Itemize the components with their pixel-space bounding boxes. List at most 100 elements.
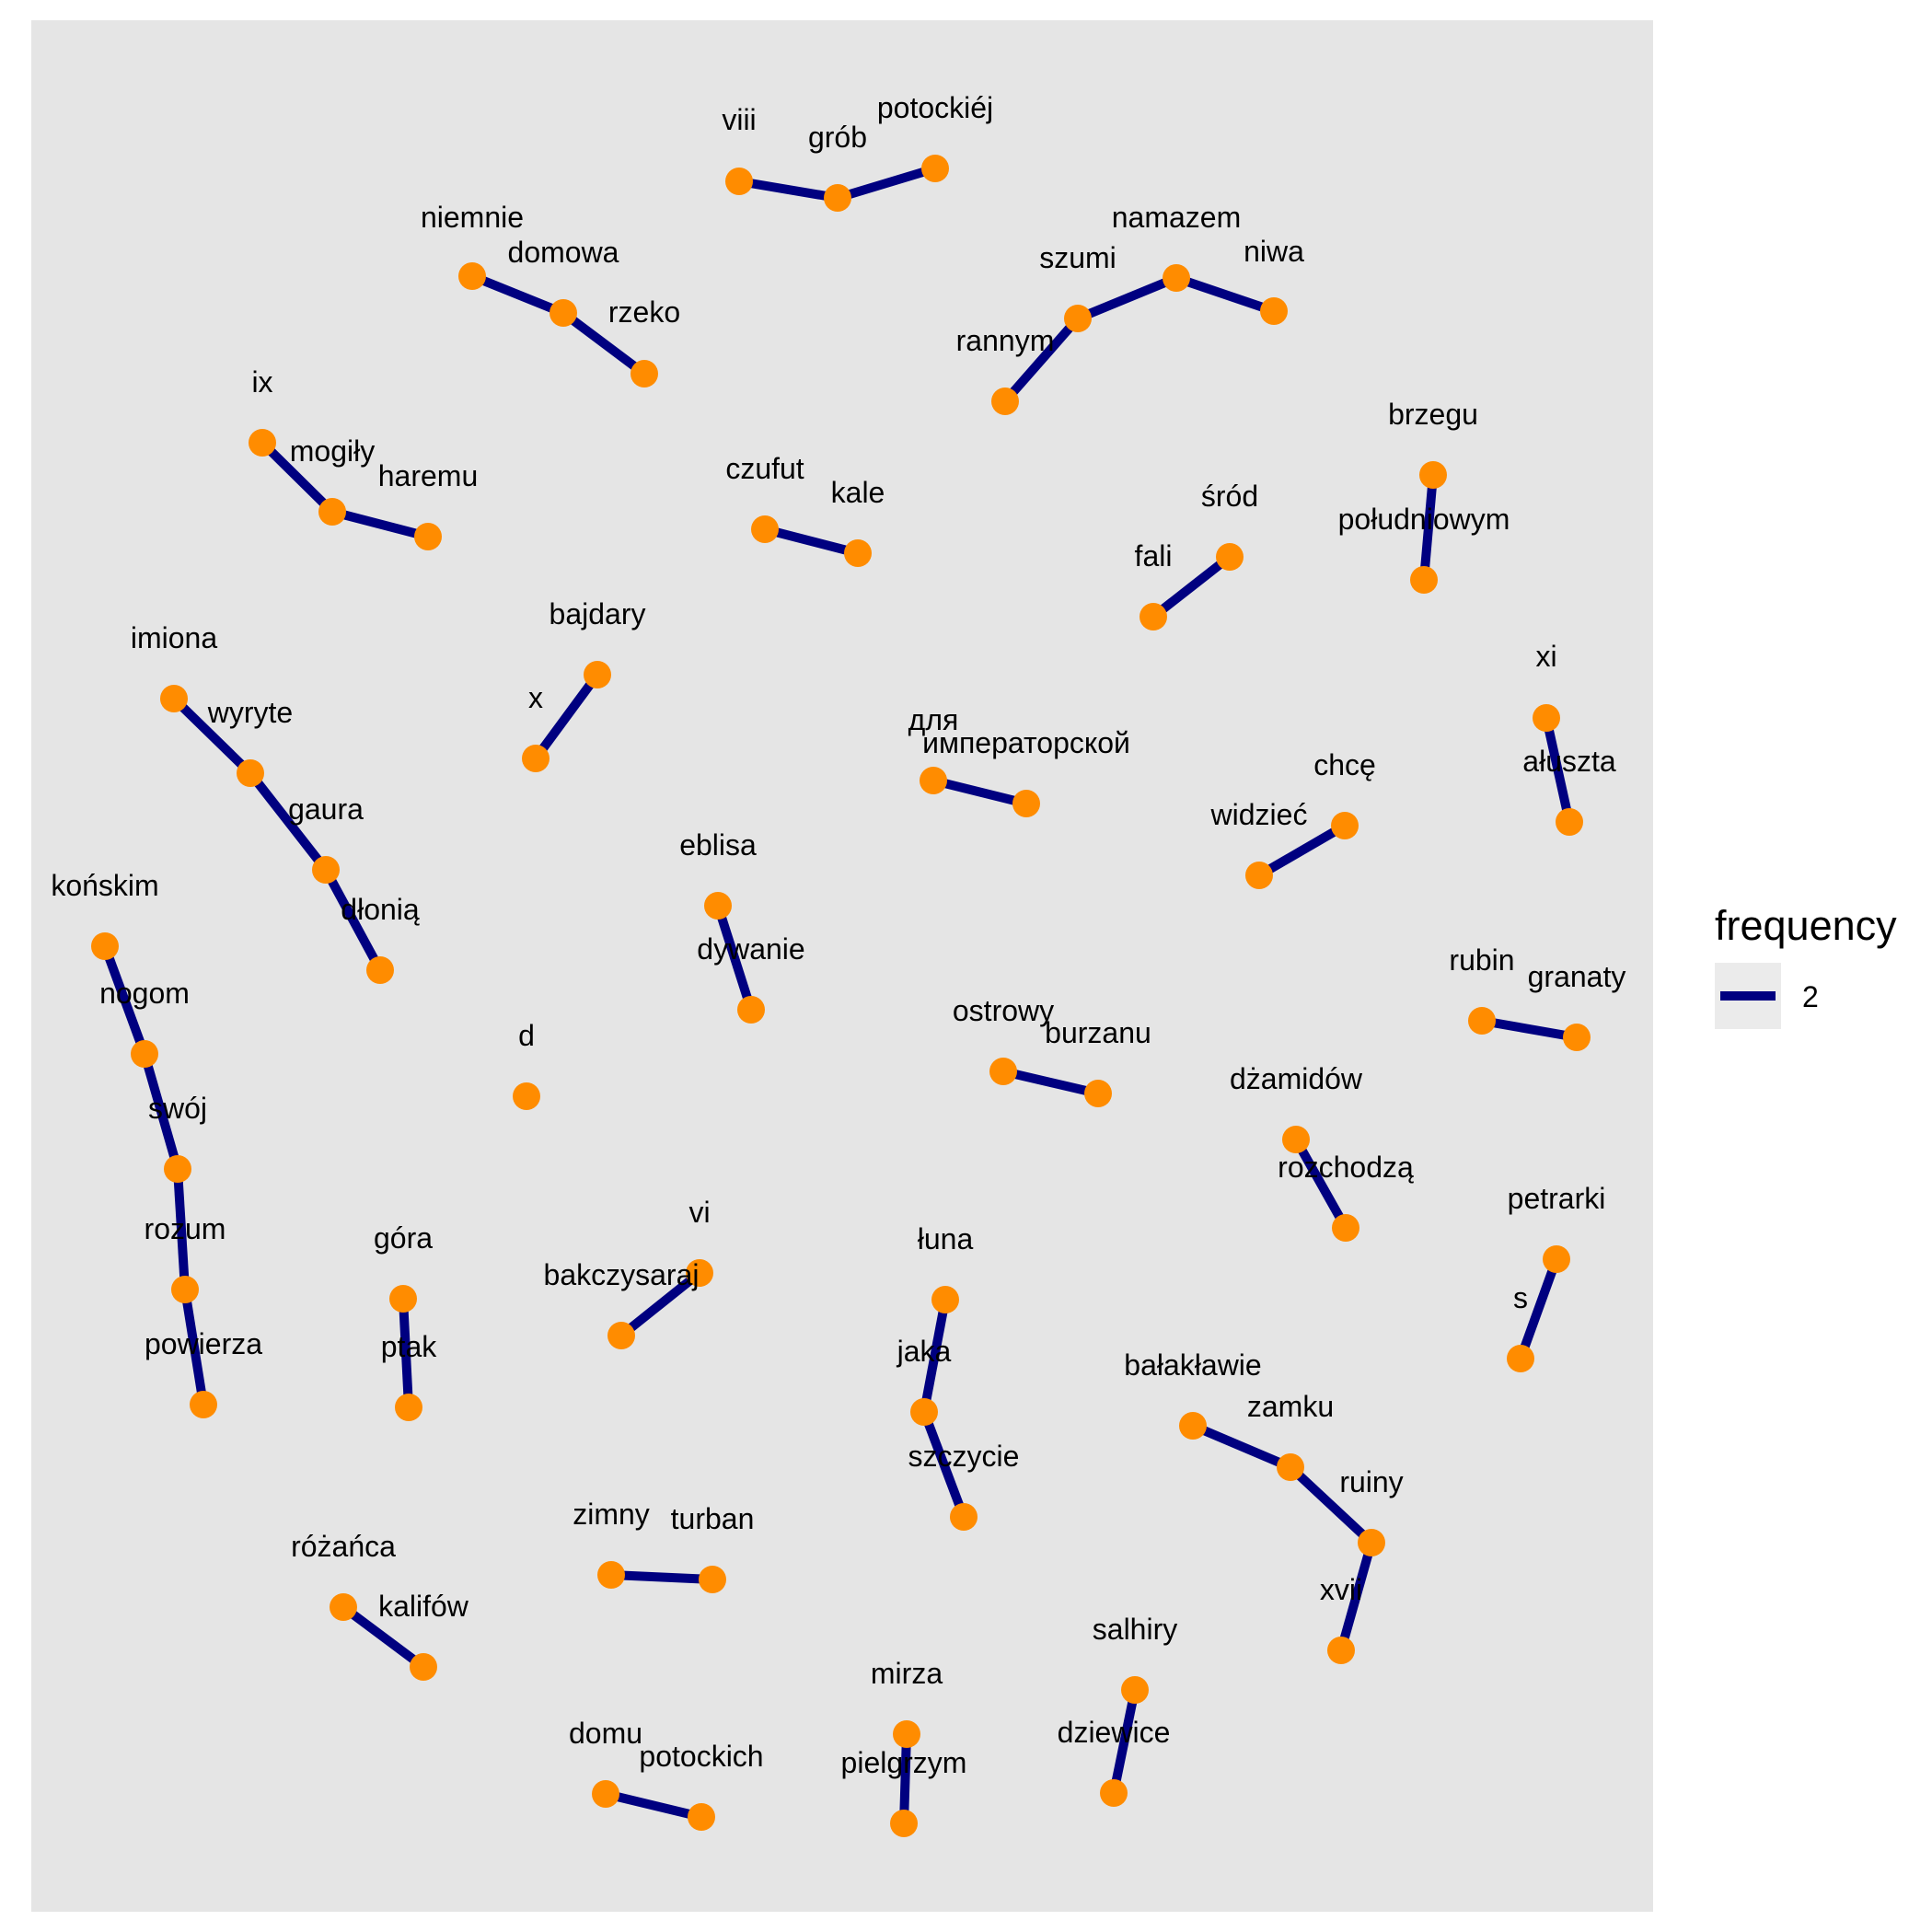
node-label: niemnie xyxy=(421,201,524,234)
node-label: pielgrzym xyxy=(841,1746,967,1779)
node-label: jaka xyxy=(897,1335,952,1368)
graph-node xyxy=(1468,1007,1496,1035)
node-label: vi xyxy=(688,1196,710,1229)
graph-edge xyxy=(1287,1463,1375,1546)
graph-node xyxy=(410,1653,437,1681)
graph-edge xyxy=(1001,315,1082,405)
graph-edge xyxy=(920,1410,968,1519)
graph-edge xyxy=(1256,821,1348,880)
graph-node xyxy=(921,155,949,182)
graph-node xyxy=(1012,790,1040,817)
node-label: для xyxy=(908,703,959,736)
graph-edge xyxy=(180,1289,208,1406)
graph-node xyxy=(1100,1779,1128,1807)
graph-node xyxy=(699,1566,726,1593)
graph-node xyxy=(1331,812,1359,839)
graph-edge xyxy=(604,1789,703,1822)
graph-node xyxy=(931,1286,959,1313)
graph-edge xyxy=(738,177,839,202)
graph-node xyxy=(389,1285,417,1313)
node-label: gaura xyxy=(288,792,364,826)
graph-edge xyxy=(920,1299,950,1413)
node-label: domu xyxy=(569,1717,642,1750)
node-label: bałakławie xyxy=(1124,1348,1261,1382)
node-label: ptak xyxy=(381,1330,437,1363)
graph-node xyxy=(366,956,394,984)
node-label: południowym xyxy=(1338,503,1510,536)
graph-edge xyxy=(1542,716,1574,824)
graph-node xyxy=(686,1259,713,1287)
node-label: nogom xyxy=(99,977,190,1010)
graph-node xyxy=(1556,808,1583,836)
graph-edge xyxy=(1291,1137,1350,1231)
node-label: kalifów xyxy=(378,1590,469,1623)
graph-edge xyxy=(140,1052,182,1171)
node-label: brzegu xyxy=(1388,398,1478,431)
node-label: haremu xyxy=(378,459,479,492)
graph-node xyxy=(1163,264,1190,292)
graph-edge xyxy=(1419,474,1438,581)
node-label: domowa xyxy=(508,236,619,269)
node-label: d xyxy=(518,1019,535,1052)
graph-edge xyxy=(931,776,1028,808)
node-label: x xyxy=(528,681,543,714)
graph-node xyxy=(312,856,340,884)
node-label: imiona xyxy=(131,621,217,654)
graph-node xyxy=(950,1503,978,1531)
node-label: powierza xyxy=(145,1327,262,1360)
legend-title: frequency xyxy=(1715,902,1897,949)
graph-node xyxy=(597,1561,625,1589)
graph-edge xyxy=(259,439,336,515)
node-label: grób xyxy=(808,121,867,154)
graph-edge xyxy=(173,1168,190,1290)
node-label: dłonią xyxy=(341,893,420,926)
node-label: śród xyxy=(1201,480,1258,513)
node-label: ałuszta xyxy=(1522,745,1616,778)
graph-node xyxy=(751,515,779,543)
graph-node xyxy=(1543,1245,1570,1273)
graph-node xyxy=(893,1720,920,1748)
graph-node xyxy=(131,1040,158,1068)
node-label: rubin xyxy=(1449,943,1514,977)
graph-node xyxy=(824,184,851,212)
graph-node xyxy=(164,1155,191,1183)
node-label: fali xyxy=(1135,539,1173,573)
graph-edge xyxy=(836,164,937,202)
graph-node xyxy=(513,1082,540,1110)
node-label: szumi xyxy=(1039,241,1116,274)
node-label: zimny xyxy=(573,1498,650,1531)
graph-node xyxy=(171,1276,199,1303)
node-label: kale xyxy=(831,476,885,509)
graph-node xyxy=(1282,1126,1310,1153)
node-label: bajdary xyxy=(550,597,646,631)
node-label: rannym xyxy=(956,324,1055,357)
graph-node xyxy=(1121,1676,1149,1704)
node-label: turban xyxy=(671,1502,755,1535)
node-label: rozum xyxy=(145,1212,226,1245)
graph-edge xyxy=(1174,273,1276,316)
node-label: ostrowy xyxy=(953,994,1054,1027)
graph-node xyxy=(989,1058,1017,1085)
graph-edge xyxy=(1336,1541,1376,1652)
node-label: namazem xyxy=(1112,201,1242,234)
nodes-layer xyxy=(91,155,1591,1837)
node-label: góra xyxy=(374,1221,433,1255)
graph-node xyxy=(688,1803,715,1831)
node-label: eblisa xyxy=(679,828,757,862)
graph-edge xyxy=(247,769,330,873)
graph-node xyxy=(1260,297,1288,325)
graph-node xyxy=(1245,862,1273,889)
node-label: mogiły xyxy=(290,434,375,468)
graph-node xyxy=(920,767,947,794)
node-label: dziewice xyxy=(1058,1716,1171,1749)
node-label: zamku xyxy=(1247,1390,1334,1423)
node-label: xi xyxy=(1535,640,1556,673)
graph-node xyxy=(1140,603,1167,631)
graph-edge xyxy=(399,1298,413,1408)
graph-node xyxy=(1507,1345,1534,1372)
graph-edge xyxy=(1076,273,1178,323)
node-label: szczycie xyxy=(908,1440,1020,1473)
node-label: xvii xyxy=(1320,1573,1362,1606)
